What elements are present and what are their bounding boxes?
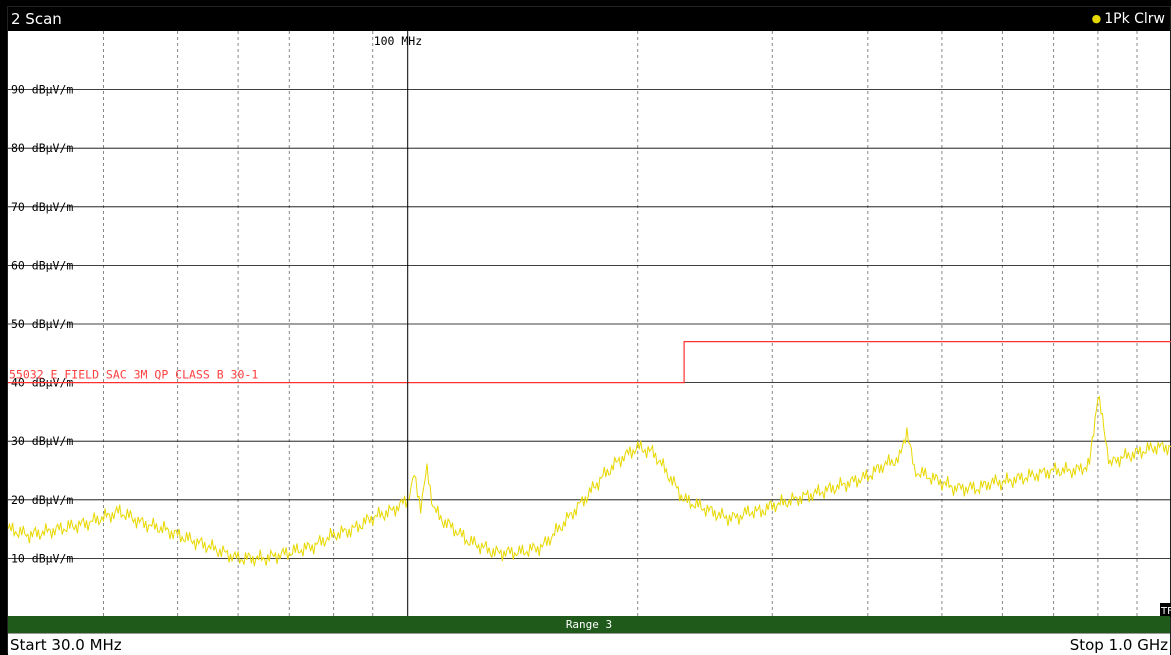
- y-tick-label: 10 dBµV/m: [11, 551, 73, 565]
- trace-line: [8, 395, 1171, 567]
- y-tick-label: 70 dBµV/m: [11, 200, 73, 214]
- y-tick-label: 50 dBµV/m: [11, 317, 73, 331]
- spectrum-plot[interactable]: 90 dBµV/m 80 dBµV/m 70 dBµV/m 60 dBµV/m 50 d…: [8, 31, 1171, 617]
- y-axis-labels: 90 dBµV/m 80 dBµV/m 70 dBµV/m 60 dBµV/m 50 d…: [11, 83, 73, 566]
- start-frequency: Start 30.0 MHz: [10, 636, 122, 654]
- frequency-marker-group: 100 MHz TF: [374, 31, 1171, 617]
- y-tick-label: 80 dBµV/m: [11, 141, 73, 155]
- y-tick-label: 20 dBµV/m: [11, 493, 73, 507]
- tr-badge-label: TF: [1160, 606, 1171, 617]
- y-tick-label: 60 dBµV/m: [11, 258, 73, 272]
- scan-window: 2 Scan ● 1Pk Clrw 90 dBµV/m 80 dBµV/m 70 dB…: [7, 6, 1171, 655]
- window-title: 2 Scan: [11, 10, 62, 28]
- grid: [8, 31, 1171, 617]
- window-titlebar: 2 Scan ● 1Pk Clrw: [8, 7, 1170, 31]
- tr-badge: [1160, 603, 1171, 617]
- trace-group: [8, 395, 1171, 567]
- sweep-footer: Start 30.0 MHz Stop 1.0 GHz: [8, 633, 1170, 655]
- trace-legend-label: 1Pk Clrw: [1104, 11, 1165, 27]
- limit-line: [8, 341, 1171, 384]
- limit-line-label: 55032 E FIELD SAC 3M QP CLASS B 30-1: [9, 368, 258, 382]
- stop-frequency: Stop 1.0 GHz: [1069, 636, 1168, 654]
- range-bar: Range 3: [8, 616, 1170, 633]
- frequency-marker-label: 100 MHz: [374, 34, 422, 48]
- y-tick-label: 90 dBµV/m: [11, 83, 73, 97]
- spectrum-chart: 90 dBµV/m 80 dBµV/m 70 dBµV/m 60 dBµV/m 50 d…: [8, 31, 1171, 617]
- trace-legend[interactable]: ● 1Pk Clrw: [1092, 8, 1165, 30]
- y-tick-label: 30 dBµV/m: [11, 434, 73, 448]
- trace-dot-icon: ●: [1091, 12, 1102, 25]
- limit-line-group: 55032 E FIELD SAC 3M QP CLASS B 30-1: [8, 341, 1171, 384]
